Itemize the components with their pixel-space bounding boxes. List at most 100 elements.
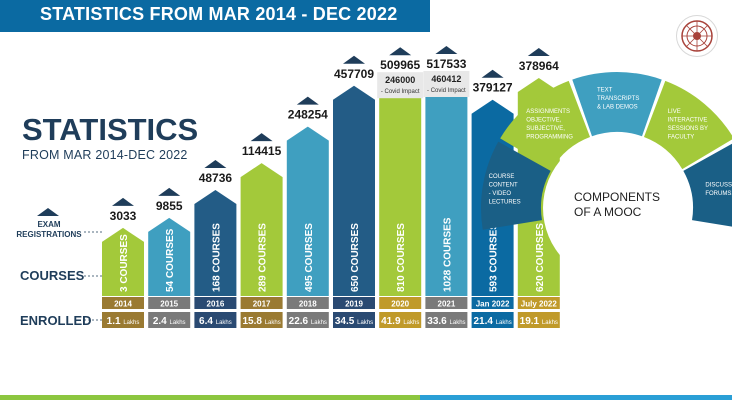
mooc-segment-text-2-1: TRANSCRIPTS: [597, 96, 639, 102]
enrolled-box-2: [194, 312, 237, 328]
year-box-4: [286, 297, 329, 309]
year-box-1: [148, 297, 191, 309]
marker-triangle-0: [112, 197, 134, 206]
enrolled-box-9: [517, 312, 560, 328]
year-label-2: 2016: [207, 300, 225, 309]
footer-line-blue: [420, 395, 732, 400]
year-box-9: [517, 297, 560, 309]
enrolled-label-9: 19.1 Lakhs: [520, 316, 558, 327]
mooc-segment-0: [481, 141, 551, 230]
year-label-8: Jan 2022: [476, 300, 510, 309]
statistics-subtitle: FROM MAR 2014-DEC 2022: [22, 148, 188, 162]
mooc-title-line1: COMPONENTS: [574, 190, 661, 204]
course-label-8: 593 COURSES: [489, 223, 500, 292]
mooc-segment-text-3-3: FACULTY: [668, 134, 695, 140]
marker-triangle-7: [435, 46, 458, 54]
enrolled-box-0: [102, 312, 144, 328]
enrolled-box-5: [333, 312, 375, 328]
course-label-5: 650 COURSES: [350, 223, 361, 292]
bar-1: [148, 217, 191, 296]
year-box-6: [379, 297, 422, 309]
course-label-2: 168 COURSES: [211, 223, 222, 292]
enrolled-label-7: 33.6 Lakhs: [427, 316, 465, 327]
enrolled-box-7: [425, 312, 468, 328]
mooc-segment-text-2-2: & LAB DEMOS: [597, 105, 638, 111]
enrolled-box-1: [148, 312, 191, 328]
mooc-segment-text-0-3: LECTURES: [489, 200, 521, 206]
exam-label-4: 248254: [288, 108, 328, 122]
mooc-segment-4: [683, 143, 732, 227]
mooc-segment-text-0-2: - VIDEO: [489, 191, 512, 197]
course-label-3: 289 COURSES: [258, 223, 269, 292]
mooc-segment-text-1-1: OBJECTIVE,: [526, 117, 561, 123]
year-box-2: [194, 297, 237, 309]
year-box-3: [240, 297, 283, 309]
mooc-segment-text-3-0: LIVE: [668, 109, 681, 115]
mooc-title-line2: OF A MOOC: [574, 205, 642, 219]
bar-6: [379, 77, 422, 296]
exam-marker-triangle: [37, 208, 59, 216]
enrolled-label-5: 34.5 Lakhs: [335, 316, 373, 327]
exam-label-8: 379127: [473, 81, 513, 95]
mooc-segment-1: [500, 80, 591, 170]
courses-label: COURSES: [20, 268, 85, 283]
enrolled-label-0: 1.1 Lakhs: [107, 316, 140, 327]
mooc-segment-text-1-2: SUBJECTIVE,: [526, 126, 565, 132]
mooc-center-disc: [543, 134, 691, 282]
year-box-7: [425, 297, 468, 309]
marker-triangle-6: [389, 47, 412, 56]
marker-triangle-9: [527, 48, 550, 56]
bar-0: [102, 227, 144, 296]
mooc-segment-text-1-0: ASSIGNMENTS: [526, 109, 570, 115]
marker-triangle-2: [204, 160, 227, 169]
exam-label-3: 114415: [242, 144, 282, 158]
mooc-segment-text-1-3: PROGRAMMING: [526, 134, 573, 140]
course-label-7: 1028 COURSES: [442, 217, 453, 292]
statistics-title: STATISTICS: [22, 112, 199, 147]
course-label-0: 3 COURSES: [119, 234, 130, 292]
covid-box-7: [423, 71, 470, 97]
mooc-segment-3: [643, 80, 732, 170]
enrolled-label-4: 22.6 Lakhs: [289, 316, 327, 327]
exam-label-line1: EXAM: [37, 220, 61, 229]
mooc-title: COMPONENTS OF A MOOC: [574, 190, 670, 220]
mooc-segment-text-3-2: SESSIONS BY: [668, 126, 708, 132]
exam-label-9: 378964: [519, 59, 559, 73]
mooc-segment-2: [572, 71, 662, 137]
mooc-segment-text-0-0: COURSE: [489, 174, 515, 180]
exam-label-6: 509965: [380, 58, 420, 72]
mooc-segment-text-0-1: CONTENT: [489, 183, 518, 189]
year-box-5: [333, 297, 375, 309]
covid-value-6: 246000: [385, 75, 415, 85]
bar-3: [240, 163, 283, 296]
year-label-5: 2019: [345, 300, 363, 309]
header-title: STATISTICS FROM MAR 2014 - DEC 2022: [40, 4, 398, 24]
exam-label-7: 517533: [426, 57, 466, 71]
exam-label-line2: REGISTRATIONS: [16, 230, 82, 239]
mooc-segment-text-2-0: TEXT: [597, 88, 613, 94]
enrolled-label-8: 21.4 Lakhs: [473, 316, 511, 327]
institute-logo: [676, 15, 718, 57]
enrolled-box-8: [471, 312, 514, 328]
year-label-3: 2017: [253, 300, 271, 309]
year-label-0: 2014: [114, 300, 132, 309]
enrolled-box-4: [286, 312, 329, 328]
covid-box-6: [377, 72, 424, 99]
footer-line-green: [0, 395, 420, 400]
bar-2: [194, 190, 237, 296]
bar-5: [333, 85, 375, 296]
year-box-8: [471, 297, 514, 309]
marker-triangle-5: [343, 55, 365, 64]
marker-triangle-1: [158, 187, 181, 196]
year-label-9: July 2022: [521, 300, 558, 309]
bar-4: [286, 126, 329, 296]
enrolled-label-6: 41.9 Lakhs: [381, 316, 419, 327]
exam-label-1: 9855: [156, 199, 183, 213]
exam-label-0: 3033: [110, 209, 137, 223]
year-label-7: 2021: [438, 300, 456, 309]
course-label-6: 810 COURSES: [396, 223, 407, 292]
enrolled-box-3: [240, 312, 283, 328]
covid-value-7: 460412: [431, 74, 461, 84]
exam-registrations-label: EXAM REGISTRATIONS: [14, 220, 84, 240]
